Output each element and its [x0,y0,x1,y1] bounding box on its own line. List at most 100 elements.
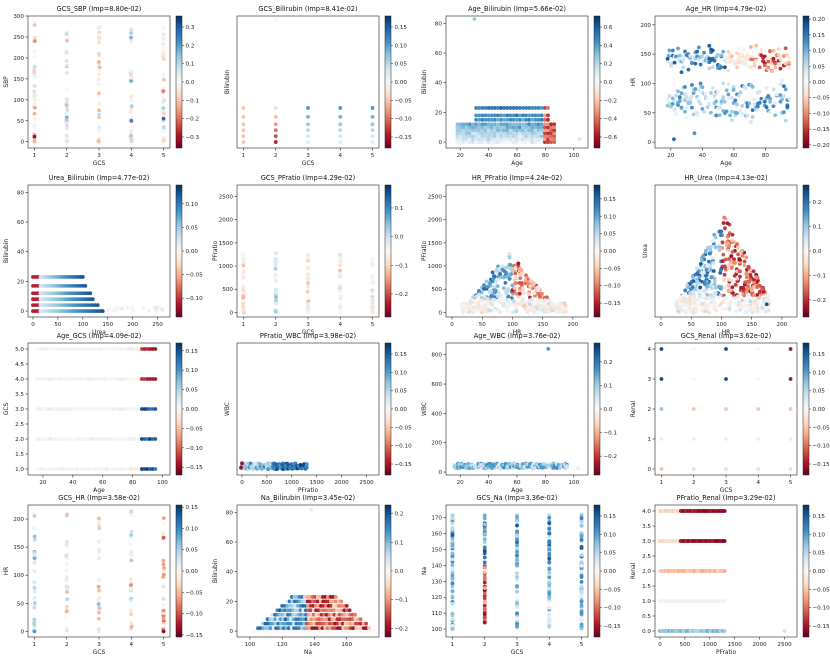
scatter-point [129,529,134,534]
scatter-point [505,131,510,136]
x-tick-label: 80 [542,480,550,486]
x-axis-label: Age [511,488,523,494]
scatter-point [517,113,522,118]
scatter-point [726,68,731,73]
scatter-point [338,308,343,313]
scatter-point [549,128,553,133]
scatter-point [707,102,712,106]
y-axis-label: Renal [631,400,637,417]
scatter-point [461,122,466,127]
scatter-point [533,125,538,130]
scatter-point [773,113,778,118]
scatter-point [539,137,544,142]
scatter-point [677,95,682,100]
x-tick-label: 1500 [310,480,325,486]
scatter-point [370,262,375,267]
scatter-point [455,128,460,133]
scatter-point [726,49,731,54]
scatter-point [338,261,343,266]
scatter-point [728,288,733,293]
subplot-10: PFratio_WBC (Imp=3.98e-02)0 500 1000 1500 20… [225,332,412,494]
scatter-point [676,46,680,51]
scatter-point [113,347,117,351]
scatter-point [665,59,670,64]
scatter-point [450,543,455,548]
scatter-point [131,308,136,313]
scatter-point [669,104,673,109]
scatter-point [467,122,472,127]
scatter-point [496,140,500,144]
scatter-point [527,131,532,136]
scatter-point [64,32,69,37]
scatter-point [712,282,717,287]
scatter-point [536,128,541,133]
scatter-point [145,407,150,411]
scatter-point [477,134,482,139]
scatter-point [461,134,466,139]
scatter-point [134,467,139,471]
scatter-point [579,604,584,609]
scatter-point [530,281,535,285]
scatter-point [489,106,494,110]
scatter-point [788,347,793,351]
scatter-point [161,583,166,588]
colorbar-tick-label: 0.1 [604,383,613,389]
scatter-point [72,377,77,381]
scatter-point [64,542,69,547]
scatter-point [720,259,725,264]
scatter-point [535,288,540,293]
y-tick-label: 250 [13,35,24,41]
scatter-point [682,303,687,308]
scatter-point [161,562,166,567]
y-tick-label: 200 [640,23,651,29]
scatter-point [338,302,343,307]
scatter-point [450,513,455,518]
scatter-point [547,560,552,565]
scatter-point [161,85,166,90]
scatter-point [524,137,528,142]
scatter-point [464,125,469,130]
colorbar [594,185,600,317]
x-axis-label: Na [304,650,312,656]
scatter-point [579,560,584,565]
y-axis-label: Bilirubin [4,239,10,263]
scatter-point [782,629,787,633]
scatter-point [515,571,519,576]
y-tick-label: 3.0 [15,407,24,413]
scatter-point [338,296,343,301]
scatter-point [737,257,742,262]
scatter-point [726,283,731,288]
scatter-point [747,295,752,300]
scatter-point [684,299,689,304]
scatter-point [766,59,771,64]
scatter-point [743,57,748,62]
scatter-point [161,531,166,536]
scatter-point [489,128,494,133]
scatter-point [721,49,726,54]
scatter-point [474,113,478,118]
scatter-point [579,513,584,518]
scatter-point [514,309,519,314]
colorbar-tick-label: 0.05 [604,232,617,238]
colorbar [594,16,600,148]
y-axis-label: Renal [631,562,637,579]
scatter-point [450,551,455,556]
colorbar-tick-label: 0.15 [604,514,617,520]
scatter-point [782,110,786,115]
x-axis-label: GCS [93,161,106,167]
scatter-point [684,105,689,110]
scatter-point [96,82,101,87]
scatter-point [75,377,80,381]
y-tick-label: 200 [13,56,24,62]
scatter-point [579,516,584,520]
scatter-point [110,347,115,351]
scatter-point [547,571,552,575]
scatter-point [707,251,712,256]
scatter-point [672,60,677,65]
scatter-point [751,269,756,274]
scatter-point [764,105,769,110]
scatter-point [161,116,166,121]
scatter-point [123,407,128,411]
scatter-point [140,467,144,471]
colorbar-tick-label: −0.15 [813,462,830,468]
